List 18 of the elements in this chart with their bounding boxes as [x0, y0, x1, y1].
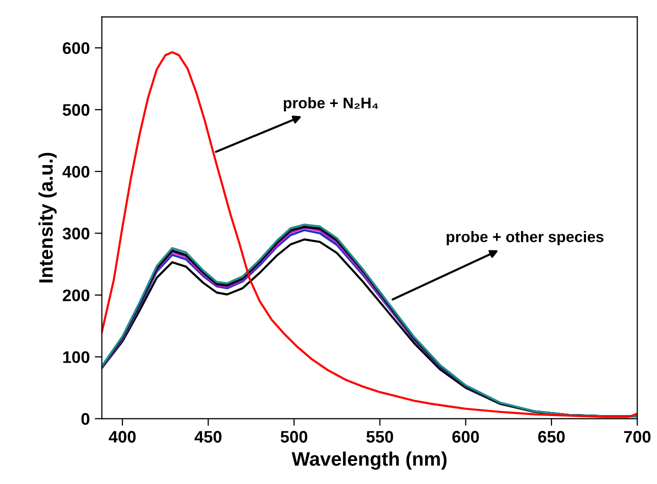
y-tick-label: 500	[62, 104, 90, 116]
annotation: probe + other species	[446, 230, 604, 246]
y-tick-label: 0	[81, 413, 90, 425]
y-axis-title: Intensity (a.u.)	[38, 152, 57, 282]
y-tick-label: 400	[62, 166, 90, 178]
x-tick-label: 450	[194, 430, 222, 443]
x-axis-title: Wavelength (nm)	[292, 452, 447, 470]
x-tick-label: 550	[366, 430, 394, 443]
annotation: probe + N₂H₄	[284, 97, 378, 112]
x-tick-label: 500	[280, 430, 308, 443]
y-tick-label: 100	[63, 351, 90, 364]
y-tick-label: 200	[62, 289, 90, 302]
x-tick-label: 400	[108, 430, 136, 443]
x-tick-label: 700	[624, 430, 651, 443]
x-tick-label: 600	[452, 430, 479, 443]
x-tick-label: 650	[538, 430, 565, 443]
y-tick-label: 600	[62, 42, 90, 54]
y-tick-label: 300	[62, 228, 90, 240]
